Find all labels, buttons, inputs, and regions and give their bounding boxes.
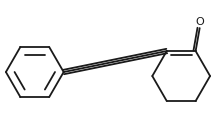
Text: O: O	[195, 17, 204, 26]
